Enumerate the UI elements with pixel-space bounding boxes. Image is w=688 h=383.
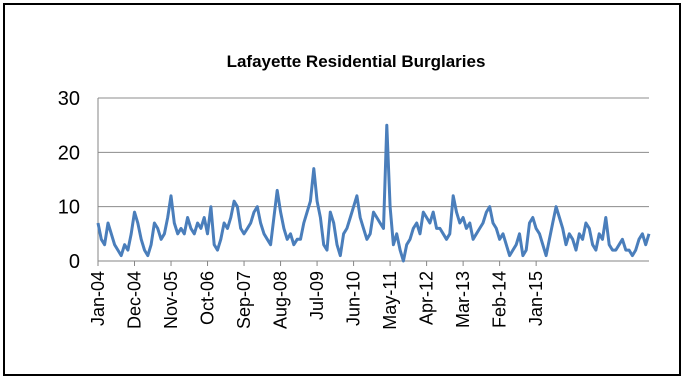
x-tick-label: May-11 xyxy=(380,271,400,330)
series-line xyxy=(96,123,651,263)
x-tick-label: Jan-04 xyxy=(88,271,108,326)
axes xyxy=(97,98,537,266)
x-tick-label: Nov-05 xyxy=(161,271,181,329)
grid-lines xyxy=(98,97,649,262)
y-tick-label: 20 xyxy=(58,142,80,164)
x-tick-label: Jan-15 xyxy=(526,271,546,326)
x-tick-label: Sep-07 xyxy=(234,271,254,329)
x-tick-label: Mar-13 xyxy=(453,271,473,328)
x-tick-label: Jul-09 xyxy=(307,271,327,320)
x-tick-labels: Jan-04 Dec-04 Nov-05 Oct-06 Sep-07 Aug-08 Jul-… xyxy=(88,271,546,330)
x-tick-label: Aug-08 xyxy=(271,271,291,329)
x-tick-label: Dec-04 xyxy=(125,271,145,329)
chart-title: Lafayette Residential Burglaries xyxy=(227,52,486,71)
x-tick-label: Jun-10 xyxy=(344,271,364,326)
y-tick-labels: 0 10 20 30 xyxy=(58,88,80,273)
chart-frame: Lafayette Residential Burglaries 0 10 20 30… xyxy=(3,3,681,376)
x-tick-label: Apr-12 xyxy=(417,271,437,325)
x-tick-label: Feb-14 xyxy=(490,271,510,328)
y-tick-label: 10 xyxy=(58,197,80,219)
y-tick-label: 0 xyxy=(69,251,80,273)
x-tick-label: Oct-06 xyxy=(198,271,218,325)
line-chart: Lafayette Residential Burglaries 0 10 20 30… xyxy=(58,52,651,330)
y-tick-label: 30 xyxy=(58,88,80,110)
series-layer xyxy=(96,123,651,263)
